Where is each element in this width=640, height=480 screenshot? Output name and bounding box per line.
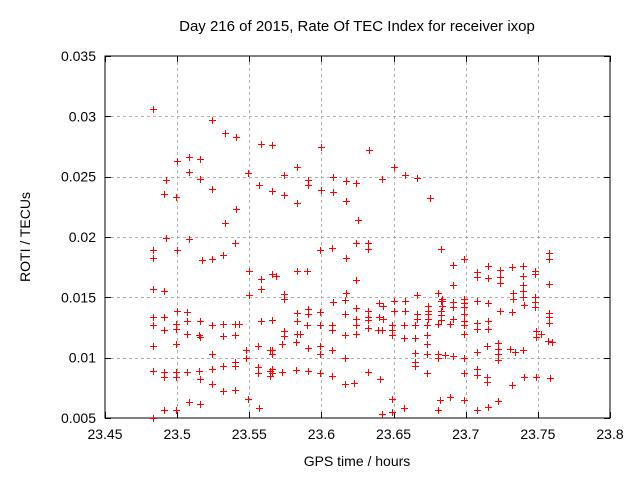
chart-title: Day 216 of 2015, Rate Of TEC Index for r… (179, 18, 535, 35)
plot-area: 23.45 23.5 23.55 23.6 23.65 23.7 23.75 23.8 0.00… (61, 48, 624, 442)
x-tick-label: 23.45 (87, 426, 122, 442)
y-tick-label: 0.02 (69, 229, 96, 245)
x-tick-label: 23.75 (520, 426, 555, 442)
y-tick-label: 0.035 (61, 48, 96, 64)
y-axis-label: ROTI / TECUs (17, 192, 33, 282)
y-tick-label: 0.015 (61, 289, 96, 305)
x-tick-label: 23.8 (596, 426, 623, 442)
y-tick-label: 0.03 (69, 108, 96, 124)
x-tick-label: 23.5 (164, 426, 191, 442)
y-tick-label: 0.025 (61, 169, 96, 185)
y-tick-label: 0.01 (69, 350, 96, 366)
x-tick-label: 23.6 (308, 426, 335, 442)
y-tick-label: 0.005 (61, 410, 96, 426)
x-axis-label: GPS time / hours (304, 453, 411, 469)
x-tick-label: 23.7 (452, 426, 479, 442)
data-points (150, 106, 556, 422)
x-tick-label: 23.65 (376, 426, 411, 442)
x-tick-label: 23.55 (232, 426, 267, 442)
